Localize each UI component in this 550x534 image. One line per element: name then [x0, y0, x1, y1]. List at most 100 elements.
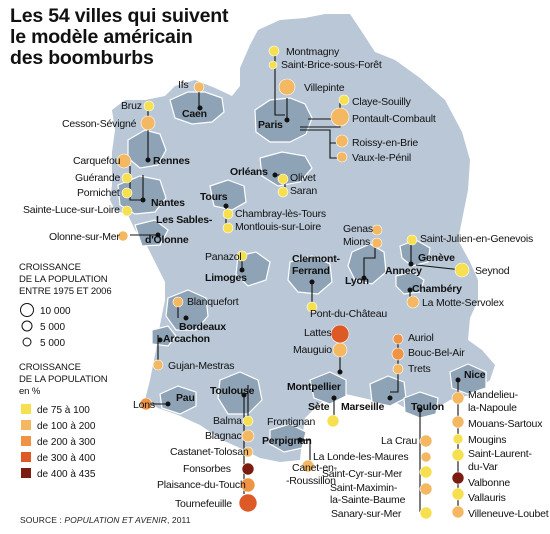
- commune-growth-circle: [278, 78, 296, 96]
- leader-line: [415, 264, 463, 271]
- commune-growth-circle: [452, 433, 464, 445]
- commune-growth-circle: [268, 45, 280, 57]
- commune-growth-circle: [121, 187, 133, 199]
- commune-label: Ifs: [178, 79, 189, 91]
- leader-line: [300, 129, 340, 144]
- city-label-montpellier: Montpellier: [287, 381, 341, 393]
- commune-growth-circle: [116, 153, 132, 169]
- legend-classes: de 75 à 100 de 100 à 200 de 200 à 300 de 30…: [21, 404, 96, 480]
- commune-label: Sanary-sur-Mer: [331, 508, 402, 520]
- commune-growth-circle: [451, 471, 465, 485]
- city-dot: [140, 197, 146, 203]
- city-label-bordeaux: Bordeaux: [179, 321, 226, 333]
- city-dot: [145, 157, 151, 163]
- legend-color-title-3: en %: [19, 386, 41, 397]
- commune-label: Pont-du-Château: [310, 308, 387, 320]
- legend-class-label: de 300 à 400: [37, 453, 96, 464]
- commune-label: Vaux-le-Pénil: [352, 152, 411, 164]
- commune-growth-circle: [330, 107, 350, 127]
- urban-area-montpellier: [309, 371, 347, 405]
- commune-growth-circle: [140, 115, 156, 131]
- commune-label: Mouans-Sartoux: [468, 418, 543, 430]
- commune-growth-circle: [392, 333, 404, 345]
- commune-label: Tournefeuille: [175, 498, 232, 510]
- leader-line: [300, 439, 311, 466]
- city-label-perpignan: Perpignan: [262, 435, 312, 447]
- commune-growth-circle: [336, 151, 348, 163]
- city-label-arcachon: Arcachon: [163, 333, 210, 345]
- commune-label: Blagnac: [205, 430, 242, 442]
- city-dot: [407, 287, 413, 293]
- commune-growth-circle: [241, 429, 255, 443]
- urban-area-nice: [449, 363, 487, 395]
- commune-label: Olonne-sur-Mer: [49, 231, 120, 243]
- legend-size-label: 10 000: [40, 306, 71, 317]
- commune-label: Valbonne: [468, 477, 510, 489]
- title-line-2: le modèle américain: [10, 26, 193, 48]
- city-dot: [155, 232, 161, 238]
- commune-label: Lattes: [304, 327, 331, 339]
- source-prefix: SOURCE :: [20, 515, 65, 525]
- commune-growth-circle: [391, 347, 405, 361]
- commune-label: Cesson-Sévigné: [62, 118, 137, 130]
- city-dot: [197, 105, 203, 111]
- city-label-clermont-1: Clermont-: [292, 253, 340, 265]
- commune-growth-circle: [451, 415, 465, 429]
- commune-growth-circle: [222, 222, 234, 234]
- legend-size-title-2: DE LA POPULATION: [19, 274, 108, 285]
- commune-growth-circle: [238, 493, 258, 513]
- commune-label: Frontignan: [267, 416, 316, 428]
- urban-area-orleans: [259, 151, 313, 187]
- city-label-chambery: Chambéry: [412, 283, 462, 295]
- commune-label: du-Var: [468, 461, 498, 473]
- city-dot: [297, 437, 303, 443]
- commune-label: Castanet-Tolosan: [170, 446, 249, 458]
- city-dot: [223, 203, 229, 209]
- commune-label: Lons: [133, 399, 155, 411]
- commune-growth-circle: [419, 482, 433, 496]
- commune-growth-circle: [277, 173, 289, 185]
- city-label-annecy: Annecy: [385, 265, 422, 277]
- commune-circles: [116, 45, 470, 520]
- city-dot: [239, 267, 245, 273]
- title-line-1: Les 54 villes qui suivent: [10, 5, 229, 27]
- commune-label: Genas: [343, 223, 373, 235]
- urban-area-clermont: [287, 255, 333, 295]
- city-label-lyon: Lyon: [345, 275, 369, 287]
- commune-growth-circle: [419, 434, 433, 448]
- commune-label: Vallauris: [468, 492, 506, 504]
- commune-growth-circle: [139, 397, 153, 411]
- title-line-3: des boomburbs: [10, 47, 154, 69]
- commune-growth-circle: [326, 414, 340, 428]
- commune-label: Auriol: [408, 332, 434, 344]
- commune-label: Roissy-en-Brie: [352, 137, 418, 149]
- commune-growth-circle: [193, 81, 205, 93]
- commune-growth-circle: [451, 487, 465, 501]
- commune-label: Montmagny: [286, 46, 340, 58]
- commune-label: Saint-Maximin-: [330, 482, 398, 494]
- city-label-marseille: Marseille: [341, 401, 385, 413]
- commune-label: Montlouis-sur-Loire: [235, 221, 321, 233]
- commune-growth-circle: [451, 448, 465, 462]
- commune-growth-circle: [419, 465, 433, 479]
- city-label-rennes: Rennes: [153, 155, 190, 167]
- legend-class-label: de 75 à 100: [37, 405, 90, 416]
- commune-growth-circle: [121, 172, 133, 184]
- legend: CROISSANCE DE LA POPULATION ENTRE 1975 E…: [19, 262, 112, 480]
- source-note: SOURCE : POPULATION ET AVENIR, 2011: [20, 515, 191, 525]
- commune-growth-circle: [332, 342, 348, 358]
- commune-label: -Roussillon: [286, 475, 336, 487]
- urban-area-toulouse: [217, 371, 263, 415]
- city-dot: [337, 369, 343, 375]
- commune-growth-circle: [371, 224, 383, 236]
- city-label-nantes: Nantes: [151, 197, 185, 209]
- urban-area-caen: [169, 91, 225, 125]
- city-label-geneve: Genève: [418, 252, 455, 264]
- commune-label: Canet-en-: [292, 462, 338, 474]
- city-dot: [241, 392, 247, 398]
- commune-growth-circle: [371, 237, 383, 249]
- commune-growth-circle: [335, 134, 349, 148]
- city-label-tours: Tours: [200, 191, 228, 203]
- legend-color-title-2: DE LA POPULATION: [19, 374, 108, 385]
